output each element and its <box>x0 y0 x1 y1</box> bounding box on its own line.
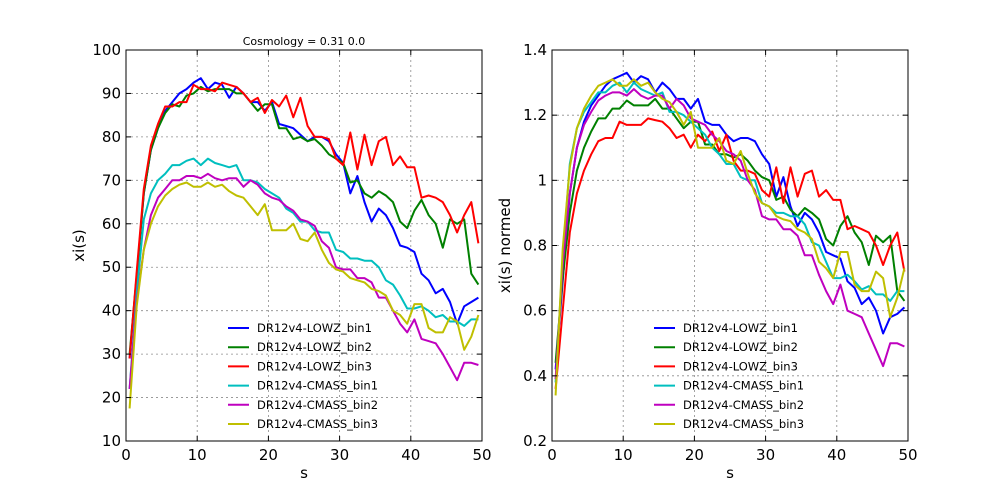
y-tick-label: 70 <box>102 171 121 189</box>
legend: DR12v4-LOWZ_bin1 DR12v4-LOWZ_bin2 DR12v4-L… <box>654 321 804 431</box>
series-line-4 <box>128 157 479 389</box>
legend-label-2: DR12v4-LOWZ_bin2 <box>683 340 798 354</box>
y-tick-label: 1.2 <box>523 106 547 124</box>
series-line-6 <box>128 181 480 409</box>
legend-label-5: DR12v4-CMASS_bin2 <box>683 398 804 412</box>
x-tick-label: 20 <box>259 446 278 464</box>
x-tick-label: 0 <box>121 446 131 464</box>
legend-label-4: DR12v4-CMASS_bin1 <box>683 379 804 393</box>
y-tick-label: 20 <box>102 389 121 407</box>
series-line-6 <box>554 78 906 396</box>
legend-label-3: DR12v4-LOWZ_bin3 <box>683 359 798 373</box>
y-tick-label: 10 <box>102 432 121 450</box>
legend-label-6: DR12v4-CMASS_bin3 <box>257 417 378 431</box>
y-tick-label: 0.6 <box>523 302 547 320</box>
x-tick-label: 30 <box>330 446 349 464</box>
chart-panel-2: 0 10 20 30 40 50 0.2 0.4 0.6 0.8 1 1.2 1.4 s xi(s) nor… <box>496 41 918 482</box>
legend-label-6: DR12v4-CMASS_bin3 <box>683 417 804 431</box>
chart-title: Cosmology = 0.31 0.0 <box>243 35 366 48</box>
legend-label-4: DR12v4-CMASS_bin1 <box>257 379 378 393</box>
y-tick-label: 0.2 <box>523 432 547 450</box>
x-tick-label: 10 <box>614 446 633 464</box>
x-tick-label: 40 <box>827 446 846 464</box>
series-line-3 <box>128 81 480 359</box>
y-tick-label: 1 <box>537 171 547 189</box>
y-tick-label: 1.4 <box>523 41 547 59</box>
y-tick-label: 0.4 <box>523 367 547 385</box>
y-tick-label: 100 <box>92 41 121 59</box>
x-tick-label: 0 <box>547 446 557 464</box>
series-line-2 <box>128 85 480 355</box>
legend-label-3: DR12v4-LOWZ_bin3 <box>257 359 372 373</box>
series-line-3 <box>554 117 906 389</box>
legend-label-2: DR12v4-LOWZ_bin2 <box>257 340 372 354</box>
series-line-2 <box>554 97 906 363</box>
x-tick-label: 30 <box>756 446 775 464</box>
series-group <box>128 77 480 409</box>
legend-label-1: DR12v4-LOWZ_bin1 <box>257 321 372 335</box>
x-axis-label: s <box>300 464 308 482</box>
y-axis-label: xi(s) <box>70 229 88 262</box>
y-tick-label: 30 <box>102 345 121 363</box>
y-tick-label: 90 <box>102 84 121 102</box>
series-line-1 <box>554 71 906 370</box>
series-group <box>554 71 906 396</box>
x-tick-label: 20 <box>685 446 704 464</box>
x-tick-label: 10 <box>188 446 207 464</box>
y-tick-label: 80 <box>102 128 121 146</box>
y-tick-label: 50 <box>102 258 121 276</box>
series-line-4 <box>554 81 905 383</box>
legend-label-1: DR12v4-LOWZ_bin1 <box>683 321 798 335</box>
x-tick-label: 50 <box>898 446 917 464</box>
legend: DR12v4-LOWZ_bin1 DR12v4-LOWZ_bin2 DR12v4-L… <box>228 321 378 431</box>
x-tick-label: 50 <box>472 446 491 464</box>
legend-label-5: DR12v4-CMASS_bin2 <box>257 398 378 412</box>
chart-panel-1: 0 10 20 30 40 50102030405060708090100sxi(s)Co… <box>70 35 492 482</box>
y-tick-label: 60 <box>102 215 121 233</box>
y-tick-label: 40 <box>102 302 121 320</box>
x-tick-label: 40 <box>401 446 420 464</box>
x-axis-label: s <box>726 464 734 482</box>
y-tick-label: 0.8 <box>523 237 547 255</box>
series-line-5 <box>128 172 479 389</box>
series-line-5 <box>554 88 905 380</box>
plot-frame <box>125 49 483 442</box>
y-axis-label: xi(s) normed <box>496 198 514 293</box>
